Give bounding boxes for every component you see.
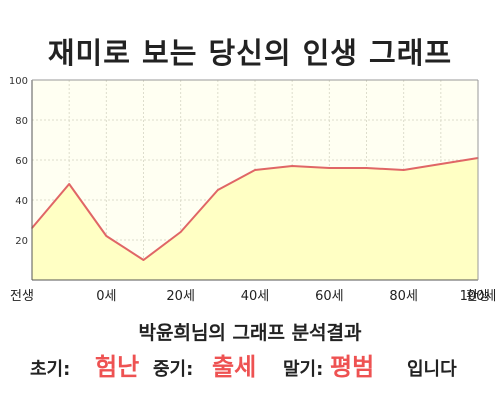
mid-label: 중기: bbox=[153, 359, 194, 380]
early-label: 초기: bbox=[30, 359, 71, 380]
data-point bbox=[68, 183, 70, 185]
data-point bbox=[217, 189, 219, 191]
data-point bbox=[254, 169, 256, 171]
late-value: 평범 bbox=[330, 353, 375, 381]
x-tick-label: 40세 bbox=[241, 289, 270, 304]
late-label: 말기: bbox=[283, 359, 324, 380]
y-tick-label: 20 bbox=[15, 236, 28, 247]
y-tick-label: 80 bbox=[15, 116, 28, 127]
result-ending: 입니다 bbox=[407, 359, 457, 380]
mid-value: 출세 bbox=[212, 353, 257, 381]
y-tick-label: 100 bbox=[9, 76, 28, 87]
x-tick-label: 0세 bbox=[96, 289, 116, 304]
data-point bbox=[365, 167, 368, 169]
x-tick-label: 환생 bbox=[466, 289, 490, 304]
early-value: 험난 bbox=[95, 353, 140, 381]
data-point bbox=[291, 165, 293, 167]
y-tick-label: 60 bbox=[15, 156, 28, 167]
data-point bbox=[402, 169, 405, 171]
data-point bbox=[179, 231, 182, 233]
x-tick-label: 60세 bbox=[315, 289, 344, 304]
data-point bbox=[440, 163, 442, 165]
page-title: 재미로 보는 당신의 인생 그래프 bbox=[47, 36, 453, 70]
result-summary: 초기: 험난 중기: 출세 말기: 평범 입니다 bbox=[0, 347, 500, 381]
result-heading: 박윤희님의 그래프 분석결과 bbox=[138, 322, 362, 344]
data-point bbox=[142, 259, 145, 261]
x-tick-label: 100세 bbox=[460, 289, 497, 304]
y-tick-label: 40 bbox=[15, 196, 28, 207]
data-point bbox=[105, 235, 108, 237]
x-tick-label: 80세 bbox=[389, 289, 418, 304]
x-tick-label: 전생 bbox=[10, 289, 34, 304]
x-tick-label: 20세 bbox=[166, 289, 195, 304]
area-fill bbox=[32, 158, 478, 280]
data-point bbox=[328, 167, 331, 169]
